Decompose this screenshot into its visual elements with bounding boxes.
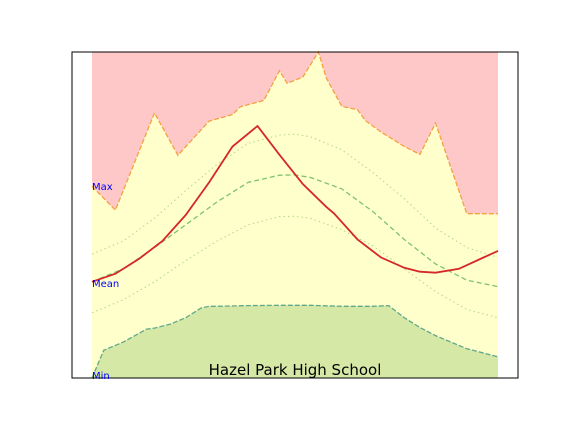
- band-upper-line: [91, 133, 499, 258]
- max-label: Max: [92, 182, 113, 193]
- current-line: [91, 124, 499, 283]
- chart-title: Hazel Park High School: [209, 361, 382, 379]
- plot-frame: [71, 51, 519, 379]
- band-lower-line: [91, 215, 499, 319]
- max-region: [92, 52, 498, 214]
- mean-label: Mean: [92, 279, 119, 290]
- normal-band-region: [92, 52, 498, 378]
- min-region: [92, 305, 498, 378]
- min-label: Min: [92, 371, 110, 382]
- line-layer: [91, 50, 499, 379]
- max-boundary-line: [91, 50, 498, 215]
- area-layer: [92, 52, 498, 378]
- min-boundary-line: [91, 304, 499, 379]
